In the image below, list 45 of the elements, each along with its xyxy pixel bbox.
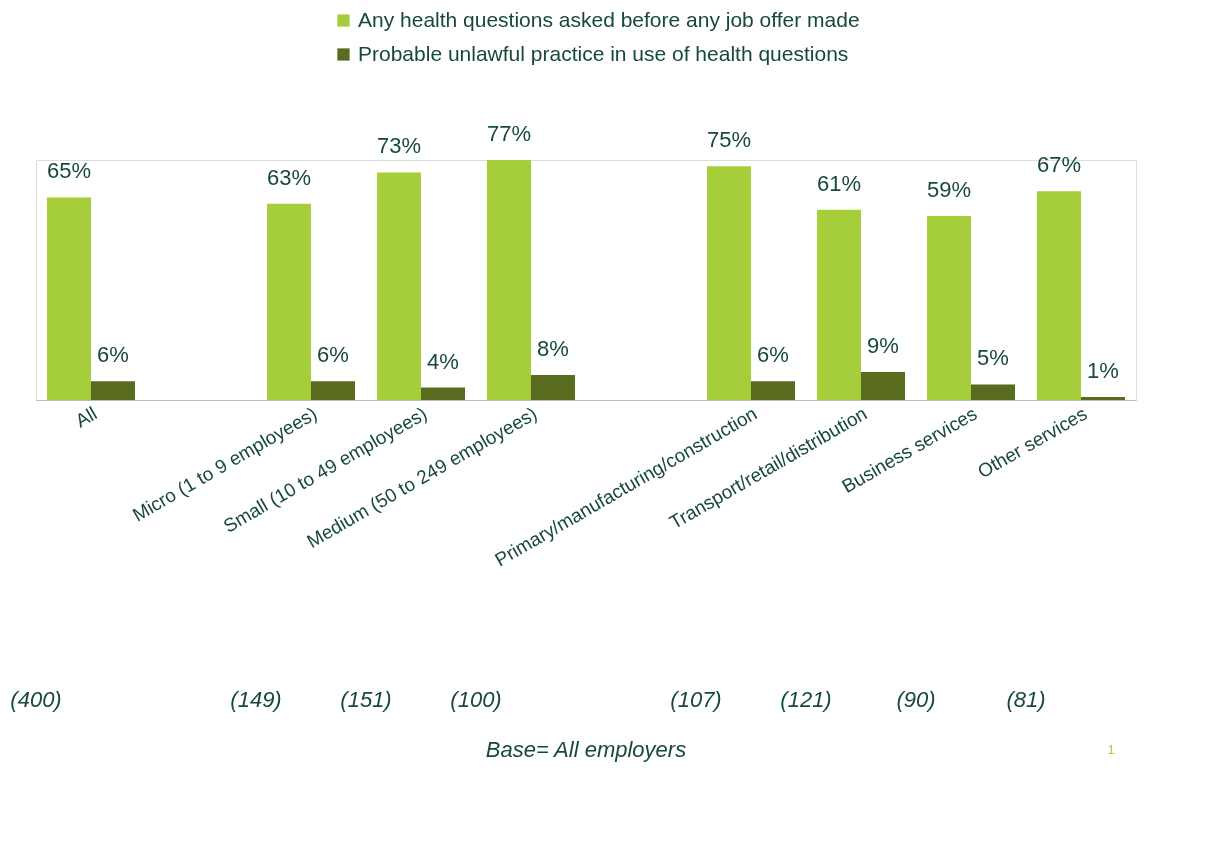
bar — [927, 216, 971, 400]
text: (149) — [230, 687, 282, 712]
data-label: 65% — [46, 158, 92, 184]
bar — [421, 387, 465, 400]
bar — [751, 381, 795, 400]
bar — [91, 381, 135, 400]
data-label: 8% — [537, 336, 569, 362]
data-label: 9% — [867, 332, 899, 358]
text: (100) — [450, 687, 502, 712]
data-label: 73% — [376, 133, 422, 159]
bar — [531, 375, 575, 400]
data-label: 67% — [1036, 152, 1082, 178]
text: (81) — [1006, 687, 1046, 712]
bar — [487, 160, 531, 400]
bar — [1081, 396, 1125, 400]
data-label: 77% — [486, 121, 532, 146]
bar — [1037, 191, 1081, 400]
bar — [817, 209, 861, 400]
text: (121) — [780, 687, 832, 712]
bar — [971, 384, 1015, 400]
data-label: 75% — [706, 127, 752, 153]
data-label: 1% — [1087, 357, 1119, 383]
bar — [267, 203, 311, 400]
bar — [861, 371, 905, 400]
data-label: 6% — [97, 342, 129, 368]
data-label: 63% — [266, 164, 312, 190]
data-label: 4% — [427, 348, 459, 374]
bar — [707, 166, 751, 400]
x-tick-label: All — [71, 402, 101, 432]
legend-label: Probable unlawful practice in use of health questions — [358, 41, 849, 65]
text: (400) — [10, 687, 62, 712]
bar — [311, 381, 355, 400]
bar — [377, 172, 421, 400]
data-label: 6% — [757, 342, 789, 368]
text: (107) — [670, 687, 722, 712]
data-label: 5% — [977, 345, 1009, 371]
bar — [47, 197, 91, 400]
text: (151) — [340, 687, 392, 712]
text: (90) — [896, 687, 936, 712]
data-label: 6% — [317, 342, 349, 368]
data-label: 59% — [926, 177, 972, 203]
text: 1 — [1107, 742, 1115, 757]
legend-label: Any health questions asked before any job offer made — [358, 7, 860, 31]
text: Base= All employers — [485, 737, 687, 762]
data-label: 61% — [816, 170, 862, 196]
